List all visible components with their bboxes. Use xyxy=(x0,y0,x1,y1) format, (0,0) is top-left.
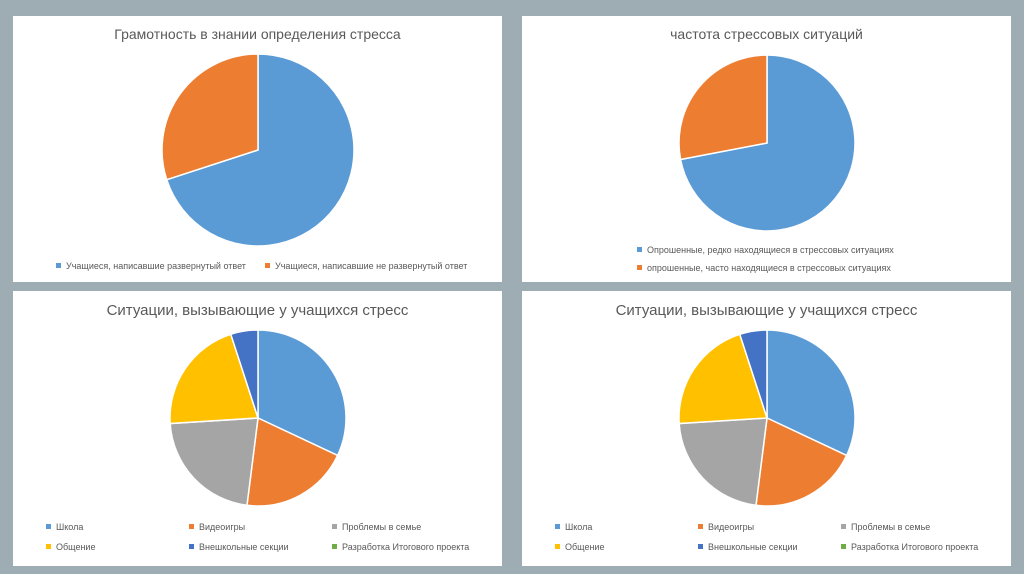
pie-slice-1 xyxy=(766,329,856,457)
legend-label: Школа xyxy=(565,522,593,532)
legend-item: Разработка Итогового проекта xyxy=(841,542,978,552)
legend-item: Опрошенные, редко находящиеся в стрессов… xyxy=(637,245,894,255)
legend-swatch xyxy=(841,524,846,530)
chart-panel-frequency: частота стрессовых ситуаций Опрошенные, … xyxy=(522,16,1011,282)
legend-label: Опрошенные, редко находящиеся в стрессов… xyxy=(647,245,894,255)
legend-item: Видеоигры xyxy=(189,522,245,532)
legend-item: Внешкольные секции xyxy=(189,542,289,552)
chart-panel-literacy: Грамотность в знании определения стресса… xyxy=(13,16,502,282)
legend-item: Школа xyxy=(46,522,83,532)
pie-slice-4 xyxy=(169,333,260,425)
legend-swatch xyxy=(332,544,337,550)
legend-label: Учащиеся, написавшие развернутый ответ xyxy=(66,261,246,271)
legend-label: Внешкольные секции xyxy=(708,542,798,552)
legend-swatch xyxy=(698,544,703,550)
pie-slice-2 xyxy=(161,53,259,181)
pie-chart xyxy=(678,54,856,232)
legend-label: Разработка Итогового проекта xyxy=(851,542,979,552)
legend-label: Видеоигры xyxy=(708,522,755,532)
legend-swatch xyxy=(555,524,560,530)
legend-item: Проблемы в семье xyxy=(841,522,930,532)
pie-slice-1 xyxy=(165,53,355,247)
legend-item: Учащиеся, написавшие не развернутый отве… xyxy=(265,261,467,271)
legend-swatch xyxy=(265,263,270,269)
pie-slice-1 xyxy=(257,329,347,457)
chart-title: Ситуации, вызывающие у учащихся стресс xyxy=(615,302,918,319)
legend-swatch xyxy=(841,544,846,550)
pie-chart xyxy=(169,329,347,507)
legend-item: Общение xyxy=(555,542,604,552)
legend-swatch xyxy=(555,544,560,550)
legend-label: Общение xyxy=(56,542,96,552)
pie-slice-1 xyxy=(679,54,856,232)
chart-panel-situations-left: Ситуации, вызывающие у учащихся стресс Ш… xyxy=(13,291,502,566)
legend-label: Проблемы в семье xyxy=(342,522,422,532)
legend-label: Внешкольные секции xyxy=(199,542,289,552)
legend-item: Внешкольные секции xyxy=(698,542,798,552)
chart-panel-situations-right: Ситуации, вызывающие у учащихся стресс Ш… xyxy=(522,291,1011,566)
legend-swatch xyxy=(637,265,642,271)
legend-swatch xyxy=(189,544,194,550)
pie-slice-4 xyxy=(678,333,769,425)
legend-swatch xyxy=(46,544,51,550)
legend-item: Проблемы в семье xyxy=(332,522,421,532)
legend-label: Видеоигры xyxy=(199,522,246,532)
legend-label: Школа xyxy=(56,522,84,532)
legend-swatch xyxy=(637,247,642,253)
legend-item: опрошенные, часто находящиеся в стрессов… xyxy=(637,263,891,273)
legend-swatch xyxy=(698,524,703,530)
legend-swatch xyxy=(46,524,51,530)
legend-swatch xyxy=(56,263,61,269)
pie-chart xyxy=(678,329,856,507)
pie-slice-2 xyxy=(246,416,339,507)
pie-chart xyxy=(161,53,355,247)
pie-slice-2 xyxy=(755,416,848,507)
pie-slice-3 xyxy=(169,417,259,507)
legend-swatch xyxy=(332,524,337,530)
legend-label: Учащиеся, написавшие не развернутый отве… xyxy=(275,261,468,271)
pie-slice-5 xyxy=(229,329,259,419)
pie-slice-3 xyxy=(678,417,768,507)
legend-item: Учащиеся, написавшие развернутый ответ xyxy=(56,261,246,271)
pie-slice-5 xyxy=(738,329,768,419)
chart-title: Ситуации, вызывающие у учащихся стресс xyxy=(106,302,409,319)
legend-item: Школа xyxy=(555,522,592,532)
chart-title: частота стрессовых ситуаций xyxy=(670,26,863,42)
chart-title: Грамотность в знании определения стресса xyxy=(114,26,401,42)
legend-label: Разработка Итогового проекта xyxy=(342,542,470,552)
legend-label: Общение xyxy=(565,542,605,552)
legend-label: Проблемы в семье xyxy=(851,522,931,532)
legend-swatch xyxy=(189,524,194,530)
pie-slice-2 xyxy=(678,54,768,161)
legend-item: Видеоигры xyxy=(698,522,754,532)
legend-item: Разработка Итогового проекта xyxy=(332,542,469,552)
legend-item: Общение xyxy=(46,542,95,552)
legend-label: опрошенные, часто находящиеся в стрессов… xyxy=(647,263,891,273)
